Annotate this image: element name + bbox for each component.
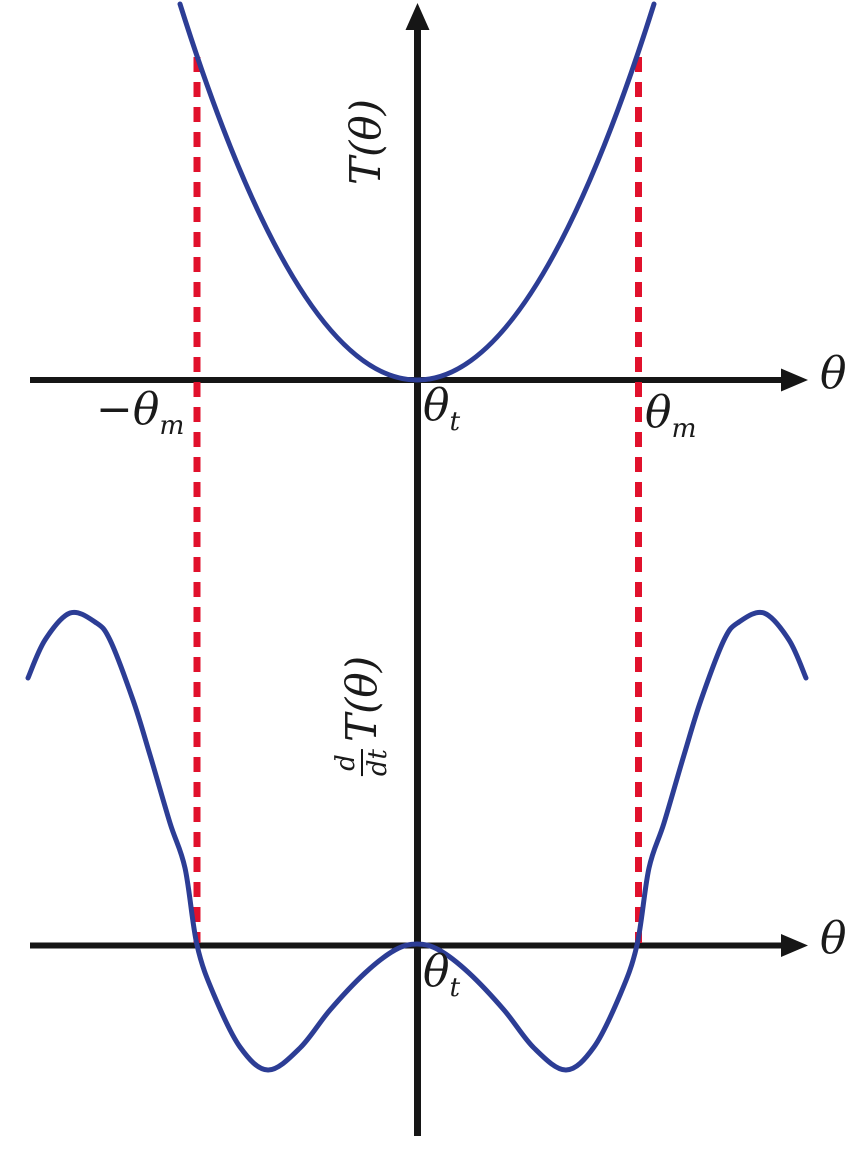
bottom-x-axis-arrowhead xyxy=(781,934,808,957)
top-origin-base: θ xyxy=(423,380,450,431)
bottom-ylabel-function: T(θ) xyxy=(337,655,386,742)
derivative-curve xyxy=(25,609,809,1073)
top-x-axis-arrowhead xyxy=(781,368,808,392)
top-xlabel-theta: θ xyxy=(820,352,847,396)
bottom-ylabel: d dt T(θ) xyxy=(331,655,393,777)
period-curve xyxy=(177,1,657,383)
pos-theta-m-base: θ xyxy=(645,387,672,438)
top-ylabel-text: T(θ) xyxy=(341,98,390,186)
top-origin-sub: t xyxy=(449,405,461,437)
bottom-xlabel-text: θ xyxy=(820,913,847,964)
neg-theta-m-sub: m xyxy=(159,409,185,441)
derivative-fraction: d dt xyxy=(331,748,393,777)
bottom-origin-sub: t xyxy=(449,971,461,1003)
fraction-numerator: d xyxy=(331,748,363,777)
top-ylabel: T(θ) xyxy=(341,98,390,186)
bottom-origin-base: θ xyxy=(423,946,450,997)
neg-theta-m-label: −θm xyxy=(96,388,184,439)
fraction-denominator: dt xyxy=(363,748,393,777)
bottom-xlabel-theta: θ xyxy=(820,917,847,961)
pos-theta-m-sub: m xyxy=(671,412,697,444)
pos-theta-m-label: θm xyxy=(645,391,697,442)
top-origin-label: θt xyxy=(423,384,460,435)
bottom-origin-label: θt xyxy=(423,950,460,1001)
y-axis-arrowhead xyxy=(405,3,430,30)
top-xlabel-text: θ xyxy=(820,348,847,399)
neg-theta-m-base: −θ xyxy=(96,384,160,435)
